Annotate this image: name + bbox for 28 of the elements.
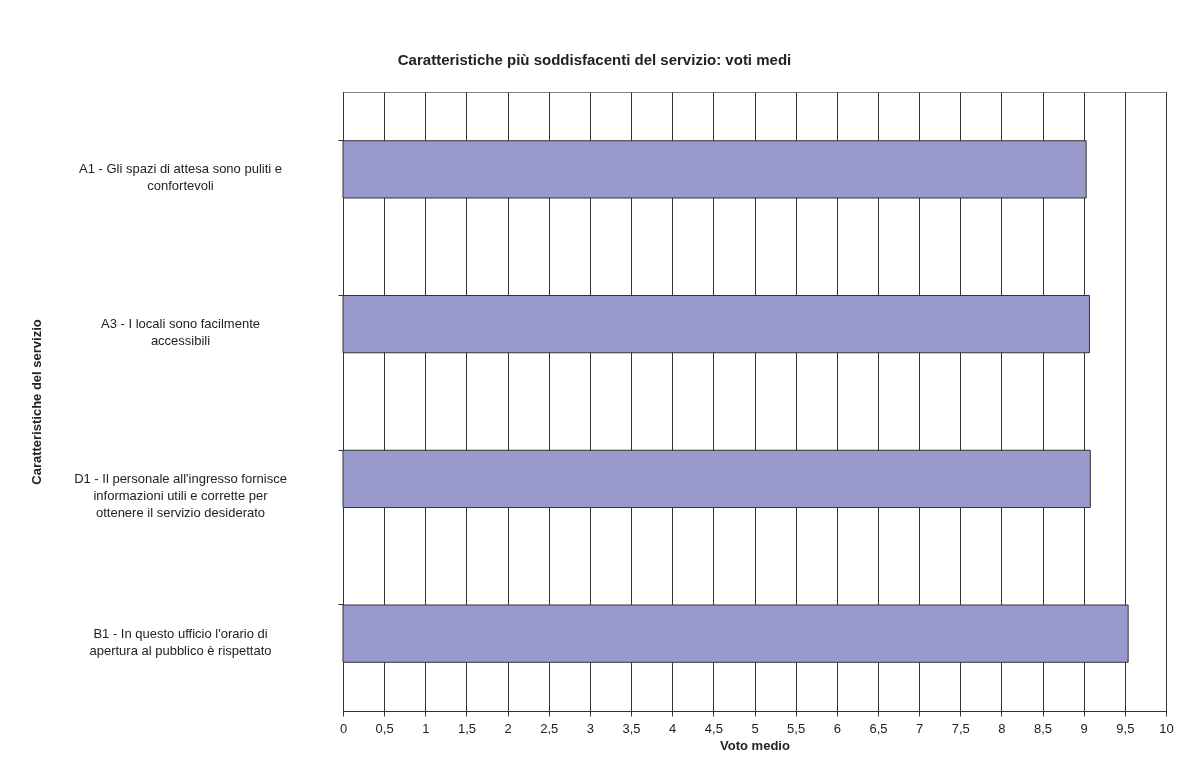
x-tick-label: 3 <box>586 720 595 736</box>
x-axis-title: Voto medio <box>720 737 790 753</box>
x-tick-label: 4 <box>669 720 677 736</box>
x-tick-label: 0 <box>339 720 348 736</box>
x-tick-label: 5 <box>751 720 759 736</box>
y-tick-label: D1 - Il personale all'ingresso fornisce informazioni utili e corrette per ottenere il servizio desiderato <box>74 470 287 520</box>
x-tick-label: 2 <box>504 720 512 736</box>
x-tick-label: 10 <box>1159 720 1174 736</box>
x-tick-label: 8 <box>998 720 1006 736</box>
y-tick-label: A1 - Gli spazi di attesa sono puliti e confortevoli <box>78 161 283 194</box>
x-tick-label: 6,5 <box>869 720 888 736</box>
x-tick-label: 9 <box>1080 720 1088 736</box>
x-tick-label: 1,5 <box>457 720 476 736</box>
x-tick-label: 9,5 <box>1116 720 1135 736</box>
x-tick-label: 3,5 <box>622 720 641 736</box>
x-tick-label: 8,5 <box>1034 720 1053 736</box>
x-tick-label: 4,5 <box>704 720 723 736</box>
x-tick-label: 2,5 <box>540 720 559 736</box>
chart-title: Caratteristiche più soddisfacenti del servizio: voti medi <box>397 51 792 68</box>
x-tick-label: 7,5 <box>951 720 970 736</box>
y-tick-label: B1 - In questo ufficio l'orario di apertura al pubblico è rispettato <box>89 625 272 658</box>
x-tick-label: 1 <box>422 720 430 736</box>
x-tick-label: 0,5 <box>375 720 394 736</box>
y-tick-label: A3 - I locali sono facilmente accessibili <box>101 316 260 349</box>
x-tick-label: 6 <box>833 720 841 736</box>
y-axis-title: Caratteristiche del servizio <box>28 319 44 485</box>
x-tick-label: 5,5 <box>787 720 806 736</box>
x-tick-label: 7 <box>915 720 924 736</box>
